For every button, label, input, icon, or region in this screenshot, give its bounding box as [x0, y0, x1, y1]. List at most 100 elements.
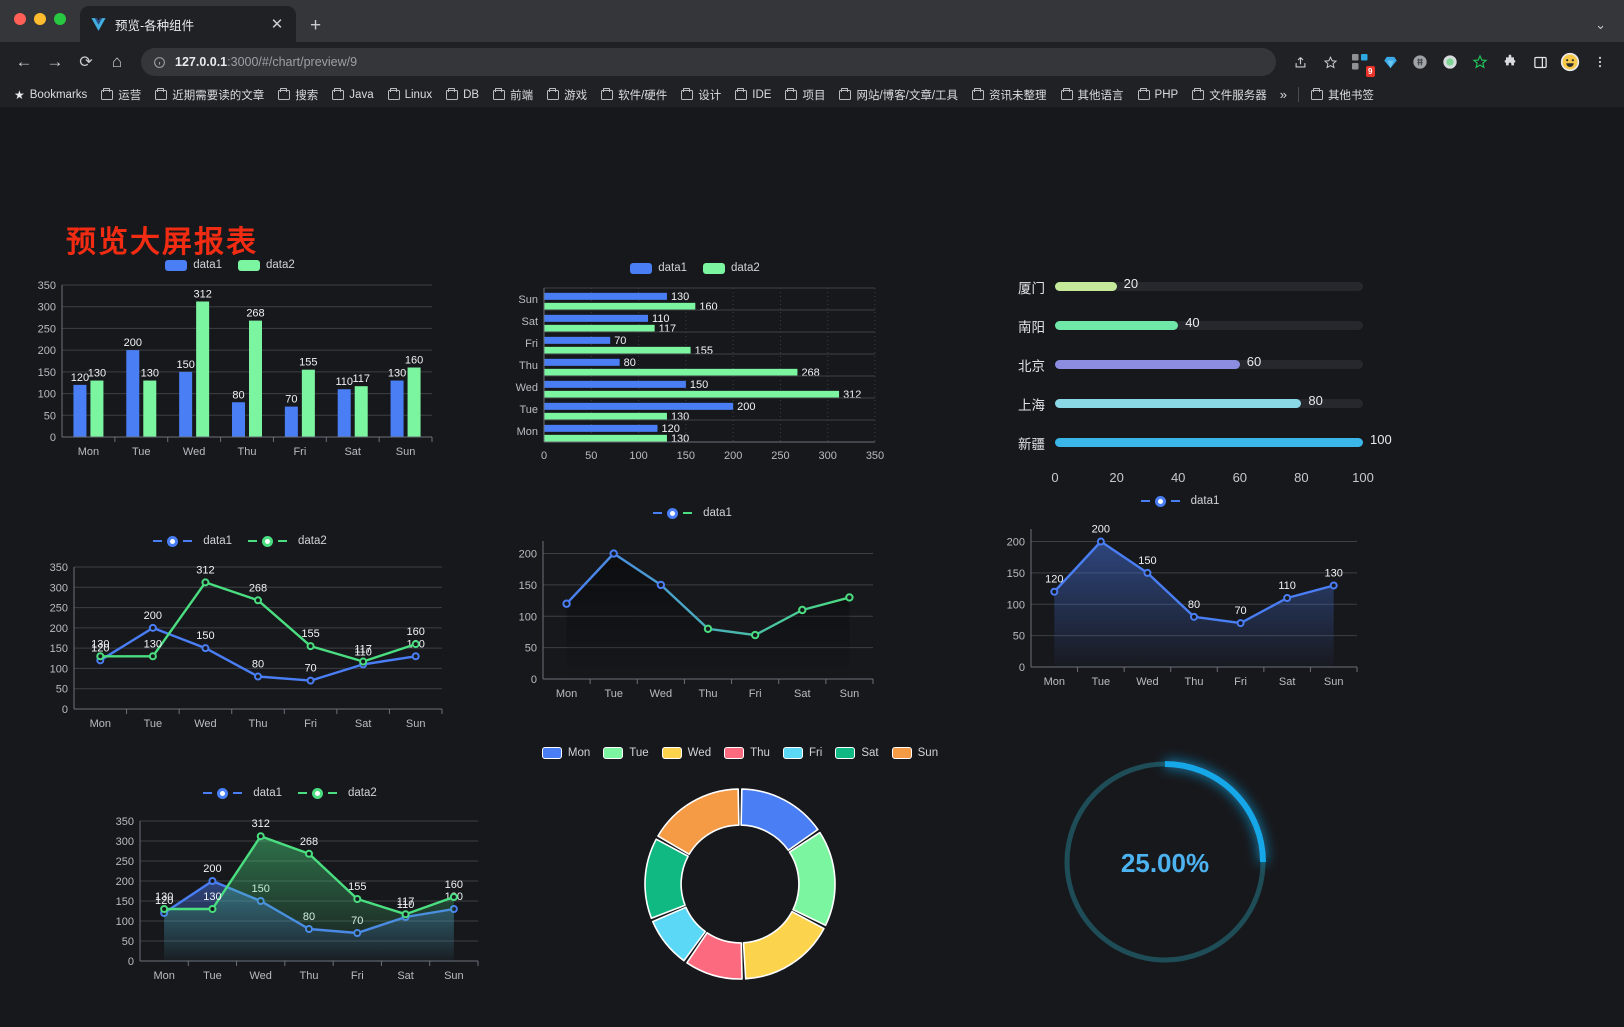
donut-slice-tue[interactable] — [788, 831, 836, 927]
bookmark-folder-15[interactable]: PHP — [1132, 87, 1185, 103]
extension-badge: 9 — [1365, 66, 1375, 77]
legend-item-data1[interactable]: data1 — [203, 787, 282, 799]
legend-item-sat[interactable]: Sat — [835, 747, 879, 759]
bookmark-folder-label: 项目 — [802, 89, 826, 102]
browser-tab[interactable]: 预览-各种组件 ✕ — [80, 6, 296, 42]
legend-item-sun[interactable]: Sun — [891, 747, 938, 759]
side-panel-icon[interactable] — [1526, 48, 1554, 76]
legend-item-data1[interactable]: data1 — [1140, 495, 1220, 507]
puzzle-icon[interactable] — [1496, 48, 1524, 76]
bookmark-folder-4[interactable]: Linux — [382, 87, 439, 103]
bookmark-folder-16[interactable]: 文件服务器 — [1186, 85, 1273, 105]
svg-text:155: 155 — [301, 628, 319, 640]
bookmark-folder-14[interactable]: 其他语言 — [1055, 85, 1130, 105]
circle-green-icon[interactable] — [1436, 48, 1464, 76]
progress-track[interactable]: 20 — [1055, 276, 1363, 291]
bookmark-folder-13[interactable]: 资讯未整理 — [966, 85, 1053, 105]
donut-slice-wed[interactable] — [742, 910, 825, 980]
bookmark-folder-3[interactable]: Java — [326, 87, 379, 103]
svg-text:Thu: Thu — [238, 446, 257, 458]
bookmark-folder-1[interactable]: 近期需要读的文章 — [149, 85, 270, 105]
svg-text:100: 100 — [519, 611, 537, 623]
progress-track[interactable]: 60 — [1055, 354, 1363, 369]
legend-item-data2[interactable]: data2 — [298, 787, 377, 799]
legend-item-data1[interactable]: data1 — [153, 535, 232, 547]
donut-slice-sun[interactable] — [657, 788, 740, 856]
window-controls[interactable] — [14, 13, 66, 25]
legend-label-data1: data1 — [1190, 495, 1220, 507]
svg-text:Fri: Fri — [1234, 676, 1247, 688]
legend-item-thu[interactable]: Thu — [724, 747, 770, 759]
donut-slice-sat[interactable] — [644, 838, 689, 920]
tab-search-chevron-icon[interactable]: ⌄ — [1595, 17, 1606, 32]
svg-text:200: 200 — [737, 401, 755, 413]
legend-label: Thu — [750, 747, 770, 759]
maximize-window-button[interactable] — [54, 13, 66, 25]
green-star-icon[interactable] — [1466, 48, 1494, 76]
svg-text:Sun: Sun — [840, 688, 860, 700]
reload-button[interactable]: ⟳ — [79, 54, 93, 71]
svg-text:120: 120 — [91, 642, 109, 654]
gauge-plot: 25.00% — [1064, 761, 1266, 963]
svg-text:150: 150 — [677, 450, 695, 462]
bookmark-other[interactable]: 其他书签 — [1305, 85, 1380, 105]
donut-plot — [644, 788, 836, 980]
page-title: 预览大屏报表 — [66, 226, 258, 259]
metamask-icon[interactable] — [1406, 48, 1434, 76]
donut-slice-mon[interactable] — [740, 788, 819, 852]
bookmark-folder-7[interactable]: 游戏 — [541, 85, 593, 105]
close-window-button[interactable] — [14, 13, 26, 25]
bookmark-folder-10[interactable]: IDE — [729, 87, 777, 103]
diamond-icon[interactable] — [1376, 48, 1404, 76]
legend-line-gradient: data1 — [495, 507, 890, 519]
close-tab-button[interactable]: ✕ — [270, 15, 284, 33]
home-button[interactable]: ⌂ — [111, 52, 123, 71]
svg-text:Wed: Wed — [250, 970, 272, 982]
svg-text:268: 268 — [249, 582, 267, 594]
legend-item-data2[interactable]: data2 — [703, 262, 760, 274]
bookmark-folder-2[interactable]: 搜索 — [272, 85, 324, 105]
address-bar[interactable]: 127.0.0.1:3000/#/chart/preview/9 — [141, 48, 1276, 76]
bookmark-folder-9[interactable]: 设计 — [675, 85, 727, 105]
legend-line-data1 — [1140, 499, 1150, 503]
forward-button[interactable]: → — [46, 52, 64, 71]
svg-text:Wed: Wed — [650, 688, 672, 700]
back-button[interactable]: ← — [15, 52, 33, 71]
bookmark-folder-5[interactable]: DB — [440, 87, 485, 103]
site-info-icon[interactable] — [153, 56, 166, 69]
folder-icon — [785, 87, 798, 100]
legend-item-tue[interactable]: Tue — [603, 747, 649, 759]
progress-track[interactable]: 100 — [1055, 432, 1392, 447]
bookmark-star-icon[interactable] — [1316, 48, 1344, 76]
bookmark-folder-12[interactable]: 网站/博客/文章/工具 — [833, 85, 964, 105]
bookmark-folder-0[interactable]: 运营 — [95, 85, 147, 105]
legend-item-mon[interactable]: Mon — [541, 747, 590, 759]
progress-track[interactable]: 40 — [1055, 315, 1363, 330]
donut-slice-thu[interactable] — [686, 932, 743, 980]
legend-item-data1[interactable]: data1 — [653, 507, 732, 519]
share-icon[interactable] — [1286, 48, 1314, 76]
legend-item-data1[interactable]: data1 — [165, 259, 222, 271]
legend-item-fri[interactable]: Fri — [782, 747, 822, 759]
legend-item-data2[interactable]: data2 — [238, 259, 295, 271]
bookmarks-overflow-button[interactable]: » — [1279, 87, 1287, 102]
legend-item-data1[interactable]: data1 — [630, 262, 687, 274]
svg-text:130: 130 — [141, 368, 159, 380]
bookmark-folder-11[interactable]: 项目 — [779, 85, 831, 105]
bookmarks-manager-entry[interactable]: ★ Bookmarks — [8, 86, 93, 104]
donut-slice-fri[interactable] — [651, 906, 707, 962]
svg-text:312: 312 — [843, 389, 861, 401]
svg-text:Wed: Wed — [1136, 676, 1158, 688]
progress-track[interactable]: 80 — [1055, 393, 1363, 408]
extensions-icon[interactable]: 9 — [1346, 48, 1375, 77]
kebab-menu-icon[interactable] — [1586, 48, 1614, 76]
minimize-window-button[interactable] — [34, 13, 46, 25]
profile-avatar-icon[interactable] — [1556, 48, 1584, 76]
legend-item-data2[interactable]: data2 — [248, 535, 327, 547]
bookmark-folder-6[interactable]: 前端 — [487, 85, 539, 105]
svg-text:Mon: Mon — [517, 426, 538, 438]
progress-value: 100 — [1370, 432, 1392, 447]
bookmark-folder-8[interactable]: 软件/硬件 — [595, 85, 673, 105]
new-tab-button[interactable]: + — [310, 15, 322, 36]
legend-item-wed[interactable]: Wed — [661, 747, 711, 759]
